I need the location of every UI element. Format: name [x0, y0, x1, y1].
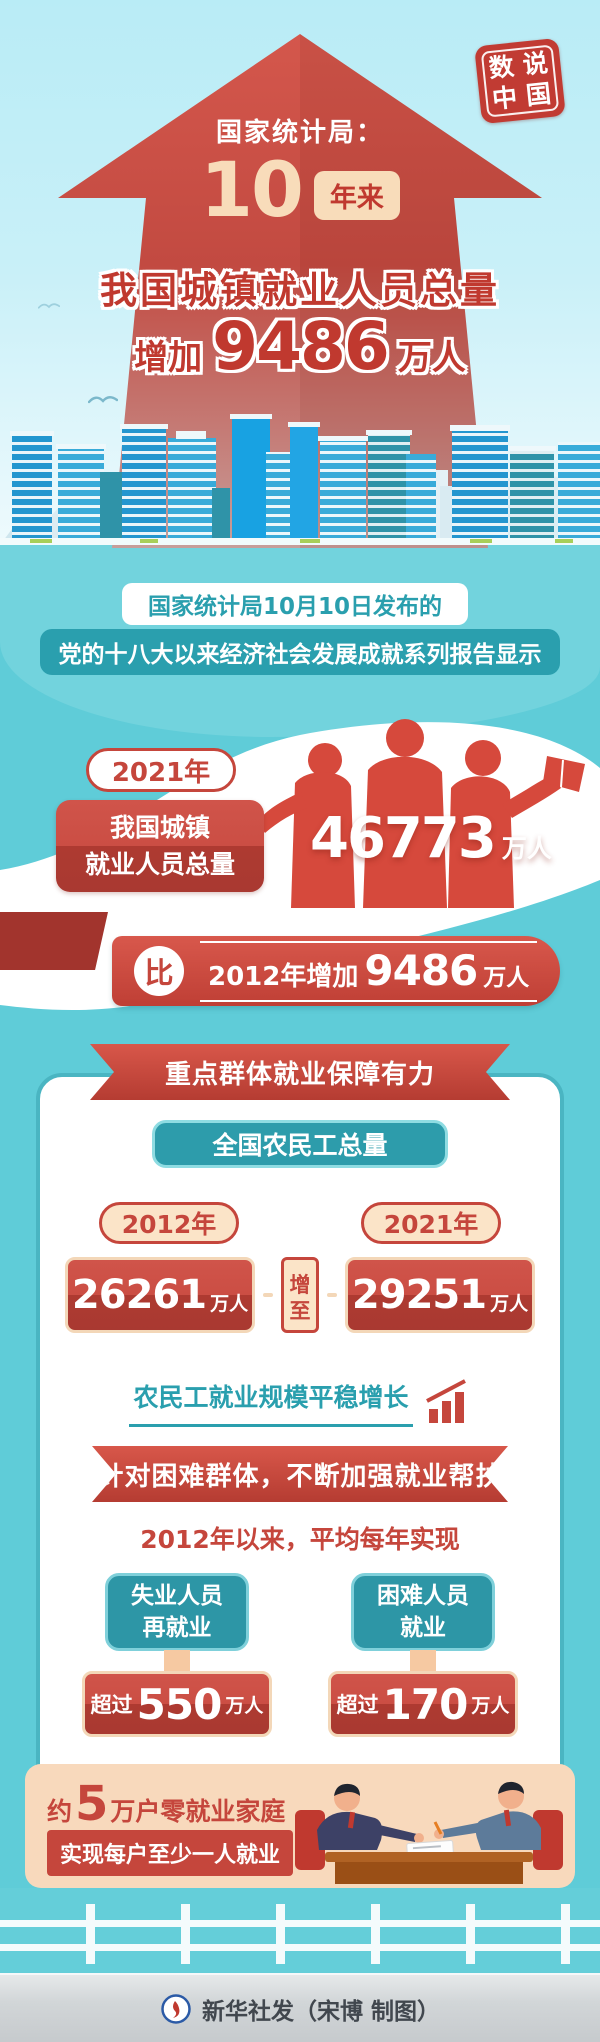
assistance-value: 超过 550 万人 — [82, 1671, 272, 1737]
assistance-card-unemployed: 失业人员 再就业 超过 550 万人 — [82, 1573, 272, 1737]
dash-connector — [327, 1293, 337, 1297]
zero-employment-line1: 约 5 万户零就业家庭 — [47, 1776, 285, 1832]
migrant-value-2021: 29251 万人 — [345, 1257, 535, 1333]
up-arrow-graphic — [58, 34, 542, 548]
migrant-values-row: 26261 万人 增至 29251 万人 — [40, 1257, 560, 1333]
increase-number: 9486 — [212, 308, 390, 385]
value-number: 170 — [382, 1679, 469, 1729]
assistance-banner: 针对困难群体，不断加强就业帮扶 — [92, 1446, 508, 1502]
trend-note: 农民工就业规模平稳增长 — [129, 1378, 413, 1427]
statistics-card: 全国农民工总量 2012年 2021年 26261 万人 增至 29251 万人… — [36, 1073, 564, 1880]
seal-characters: 数 说 中 国 — [480, 44, 560, 118]
value-number: 29251 — [351, 1272, 487, 1318]
increase-unit: 万人 — [397, 338, 466, 378]
sign-post — [410, 1650, 436, 1672]
sign-board: 失业人员 再就业 — [105, 1573, 249, 1651]
assistance-card-difficult: 困难人员 就业 超过 170 万人 — [328, 1573, 518, 1737]
sign-line1: 困难人员 — [377, 1582, 469, 1609]
credit-text: 新华社发（宋博 制图） — [201, 1999, 440, 2025]
total-value-unit: 万人 — [501, 834, 552, 863]
trend-note-row: 农民工就业规模平稳增长 — [40, 1378, 560, 1427]
workers-silhouette-illustration — [257, 719, 585, 908]
value-unit: 万人 — [225, 1694, 264, 1717]
line1-suffix: 万户零就业家庭 — [110, 1797, 286, 1826]
increase-to-label: 增至 — [281, 1257, 319, 1333]
total-value-number: 46773 — [310, 806, 497, 871]
sign-line2: 就业 — [400, 1615, 446, 1641]
years-pills-row: 2012年 2021年 — [40, 1202, 560, 1244]
key-groups-banner: 重点群体就业保障有力 — [90, 1044, 510, 1100]
value-prefix: 超过 — [90, 1693, 133, 1717]
value-unit: 万人 — [471, 1694, 510, 1717]
migrant-value-2012: 26261 万人 — [65, 1257, 255, 1333]
label-line2: 就业人员总量 — [84, 850, 235, 879]
seal-char: 说 — [521, 47, 550, 80]
seal-char: 中 — [490, 82, 519, 114]
migrant-total-label: 全国农民工总量 — [152, 1120, 448, 1168]
comparison-phrase: 2012年增加 — [208, 961, 359, 992]
comparison-text: 2012年增加 9486 万人 — [200, 940, 538, 1002]
years-suffix-badge: 年来 — [313, 171, 400, 220]
increase-prefix: 增加 — [134, 338, 203, 378]
comparison-number: 9486 — [364, 945, 478, 995]
assistance-subtitle: 2012年以来，平均每年实现 — [140, 1525, 460, 1554]
value-unit: 万人 — [490, 1292, 529, 1315]
fence-decoration — [0, 1888, 600, 1973]
ribbon-fold — [0, 912, 108, 970]
sign-line1: 失业人员 — [131, 1582, 223, 1609]
employment-total-value: 46773 万人 — [310, 806, 552, 871]
sign-board: 困难人员 就业 — [351, 1573, 495, 1651]
year-2021-pill: 2021年 — [86, 748, 236, 792]
main-title-line2: 增加 9486 万人 — [0, 308, 600, 385]
year-2012-pill: 2012年 — [99, 1202, 239, 1244]
years-number: 10 — [200, 145, 304, 234]
dash-connector — [263, 1293, 273, 1297]
years-row: 10 年来 — [0, 152, 600, 228]
assistance-value: 超过 170 万人 — [328, 1671, 518, 1737]
sign-post — [164, 1650, 190, 1672]
bird-icon — [38, 303, 60, 309]
interview-illustration — [295, 1781, 563, 1884]
sign-line2: 再就业 — [142, 1615, 212, 1641]
city-skyline-illustration — [0, 414, 600, 545]
bird-icon — [88, 396, 118, 404]
assistance-cards-row: 失业人员 再就业 超过 550 万人 困难人员 就业 超过 170 — [40, 1573, 560, 1737]
xinhua-logo-icon — [161, 1994, 191, 2024]
footer: 新华社发（宋博 制图） — [0, 1992, 600, 2026]
value-unit: 万人 — [210, 1292, 249, 1315]
bar-chart-icon — [425, 1379, 466, 1423]
line1-prefix: 约 — [47, 1797, 73, 1826]
label-line1: 我国城镇 — [109, 812, 210, 842]
seal-char: 国 — [524, 78, 553, 111]
zero-employment-panel: 约 5 万户零就业家庭 实现每户至少一人就业 — [25, 1764, 575, 1888]
source-line1-bar: 国家统计局10月10日发布的 — [122, 583, 468, 625]
year-2021-pill: 2021年 — [361, 1202, 501, 1244]
compare-circle: 比 — [134, 946, 184, 996]
value-number: 26261 — [71, 1272, 207, 1318]
seal-char: 数 — [487, 51, 516, 83]
comparison-ribbon: 比 2012年增加 9486 万人 — [112, 936, 560, 1006]
main-title-line1: 我国城镇就业人员总量 — [100, 269, 500, 312]
line1-number: 5 — [75, 1776, 108, 1832]
source-line2-bar: 党的十八大以来经济社会发展成就系列报告显示 — [40, 629, 560, 675]
value-prefix: 超过 — [336, 1693, 379, 1717]
ground-strip — [0, 1973, 600, 2042]
kicker-text: 国家统计局： — [215, 118, 384, 148]
zero-employment-line2: 实现每户至少一人就业 — [47, 1830, 294, 1876]
employment-total-label: 我国城镇 就业人员总量 — [56, 800, 264, 892]
value-number: 550 — [136, 1679, 223, 1729]
comparison-unit: 万人 — [483, 964, 530, 991]
